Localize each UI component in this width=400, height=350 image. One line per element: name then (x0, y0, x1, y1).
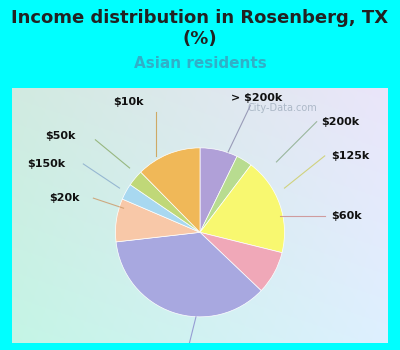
Text: Income distribution in Rosenberg, TX
(%): Income distribution in Rosenberg, TX (%) (12, 9, 388, 48)
Text: > $200k: > $200k (231, 92, 282, 103)
Wedge shape (200, 156, 251, 232)
Text: $125k: $125k (331, 151, 369, 161)
Text: $60k: $60k (331, 211, 361, 221)
Wedge shape (141, 148, 200, 232)
Text: $150k: $150k (27, 159, 65, 169)
Wedge shape (130, 172, 200, 232)
Wedge shape (122, 185, 200, 232)
Text: $20k: $20k (49, 193, 79, 203)
Text: $200k: $200k (321, 117, 359, 127)
Wedge shape (116, 199, 200, 242)
Wedge shape (116, 232, 261, 317)
Text: $50k: $50k (45, 131, 75, 141)
Wedge shape (200, 148, 237, 232)
Text: City-Data.com: City-Data.com (248, 103, 318, 113)
Text: Asian residents: Asian residents (134, 56, 266, 71)
Wedge shape (200, 165, 284, 253)
Wedge shape (200, 232, 282, 290)
Text: $10k: $10k (113, 97, 144, 107)
